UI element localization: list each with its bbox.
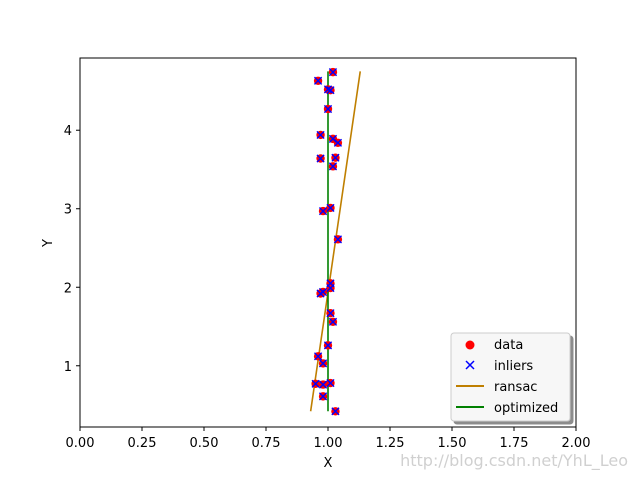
inlier-marker (323, 85, 333, 94)
inlier-marker (333, 235, 343, 244)
inlier-marker (328, 68, 338, 77)
inlier-marker (331, 407, 340, 416)
legend-inliers-marker (465, 360, 475, 370)
x-tick-label: 0.75 (252, 436, 281, 451)
inlier-marker (328, 134, 338, 143)
inlier-marker (323, 341, 333, 350)
inlier-marker (313, 352, 323, 361)
inlier-marker (316, 154, 325, 163)
inlier-marker (326, 378, 335, 388)
inlier-marker (316, 130, 325, 140)
legend-inliers-label: inliers (494, 359, 533, 374)
x-axis-label: X (324, 456, 333, 471)
inlier-marker (328, 162, 338, 171)
legend: data inliers ransac optimized (450, 332, 571, 422)
marks-layer (309, 67, 362, 416)
inlier-marker (326, 283, 335, 293)
y-tick-label: 3 (64, 203, 72, 218)
x-tick-label: 2.00 (562, 436, 591, 451)
x-tick-label: 0.50 (190, 436, 219, 451)
y-axis-label: Y (41, 239, 56, 248)
y-tick-label: 1 (64, 360, 72, 375)
x-tick-label: 1.50 (438, 436, 467, 451)
inlier-marker (311, 379, 320, 388)
inlier-marker (318, 380, 328, 389)
watermark: http://blog.csdn.net/YhL_Leo (400, 451, 628, 471)
y-tick-label: 4 (64, 124, 72, 139)
inlier-marker (318, 392, 328, 401)
legend-optimized-label: optimized (494, 401, 558, 416)
inlier-marker (326, 86, 335, 95)
inlier-marker (316, 289, 325, 298)
x-tick-label: 1.75 (500, 436, 529, 451)
inlier-marker (331, 153, 340, 162)
x-tick-label: 0.25 (128, 436, 157, 451)
legend-data-label: data (494, 338, 523, 353)
inlier-marker (326, 203, 335, 213)
ticks-layer: 0.00 0.25 0.50 0.75 1.00 1.25 1.50 1.75 2.00 1 2 3 4 (64, 124, 591, 451)
x-tick-label: 1.25 (376, 436, 405, 451)
inlier-marker (318, 207, 328, 216)
x-tick-label: 1.00 (314, 436, 343, 451)
y-tick-label: 2 (64, 281, 72, 296)
inlier-marker (333, 138, 343, 147)
x-tick-label: 0.00 (66, 436, 95, 451)
inlier-marker (323, 104, 333, 114)
inlier-marker (328, 317, 338, 326)
inlier-marker (313, 76, 323, 85)
legend-data-marker (465, 340, 475, 350)
legend-box (450, 332, 571, 422)
legend-ransac-label: ransac (494, 380, 537, 395)
inlier-marker (326, 309, 335, 318)
inlier-marker (318, 359, 328, 368)
